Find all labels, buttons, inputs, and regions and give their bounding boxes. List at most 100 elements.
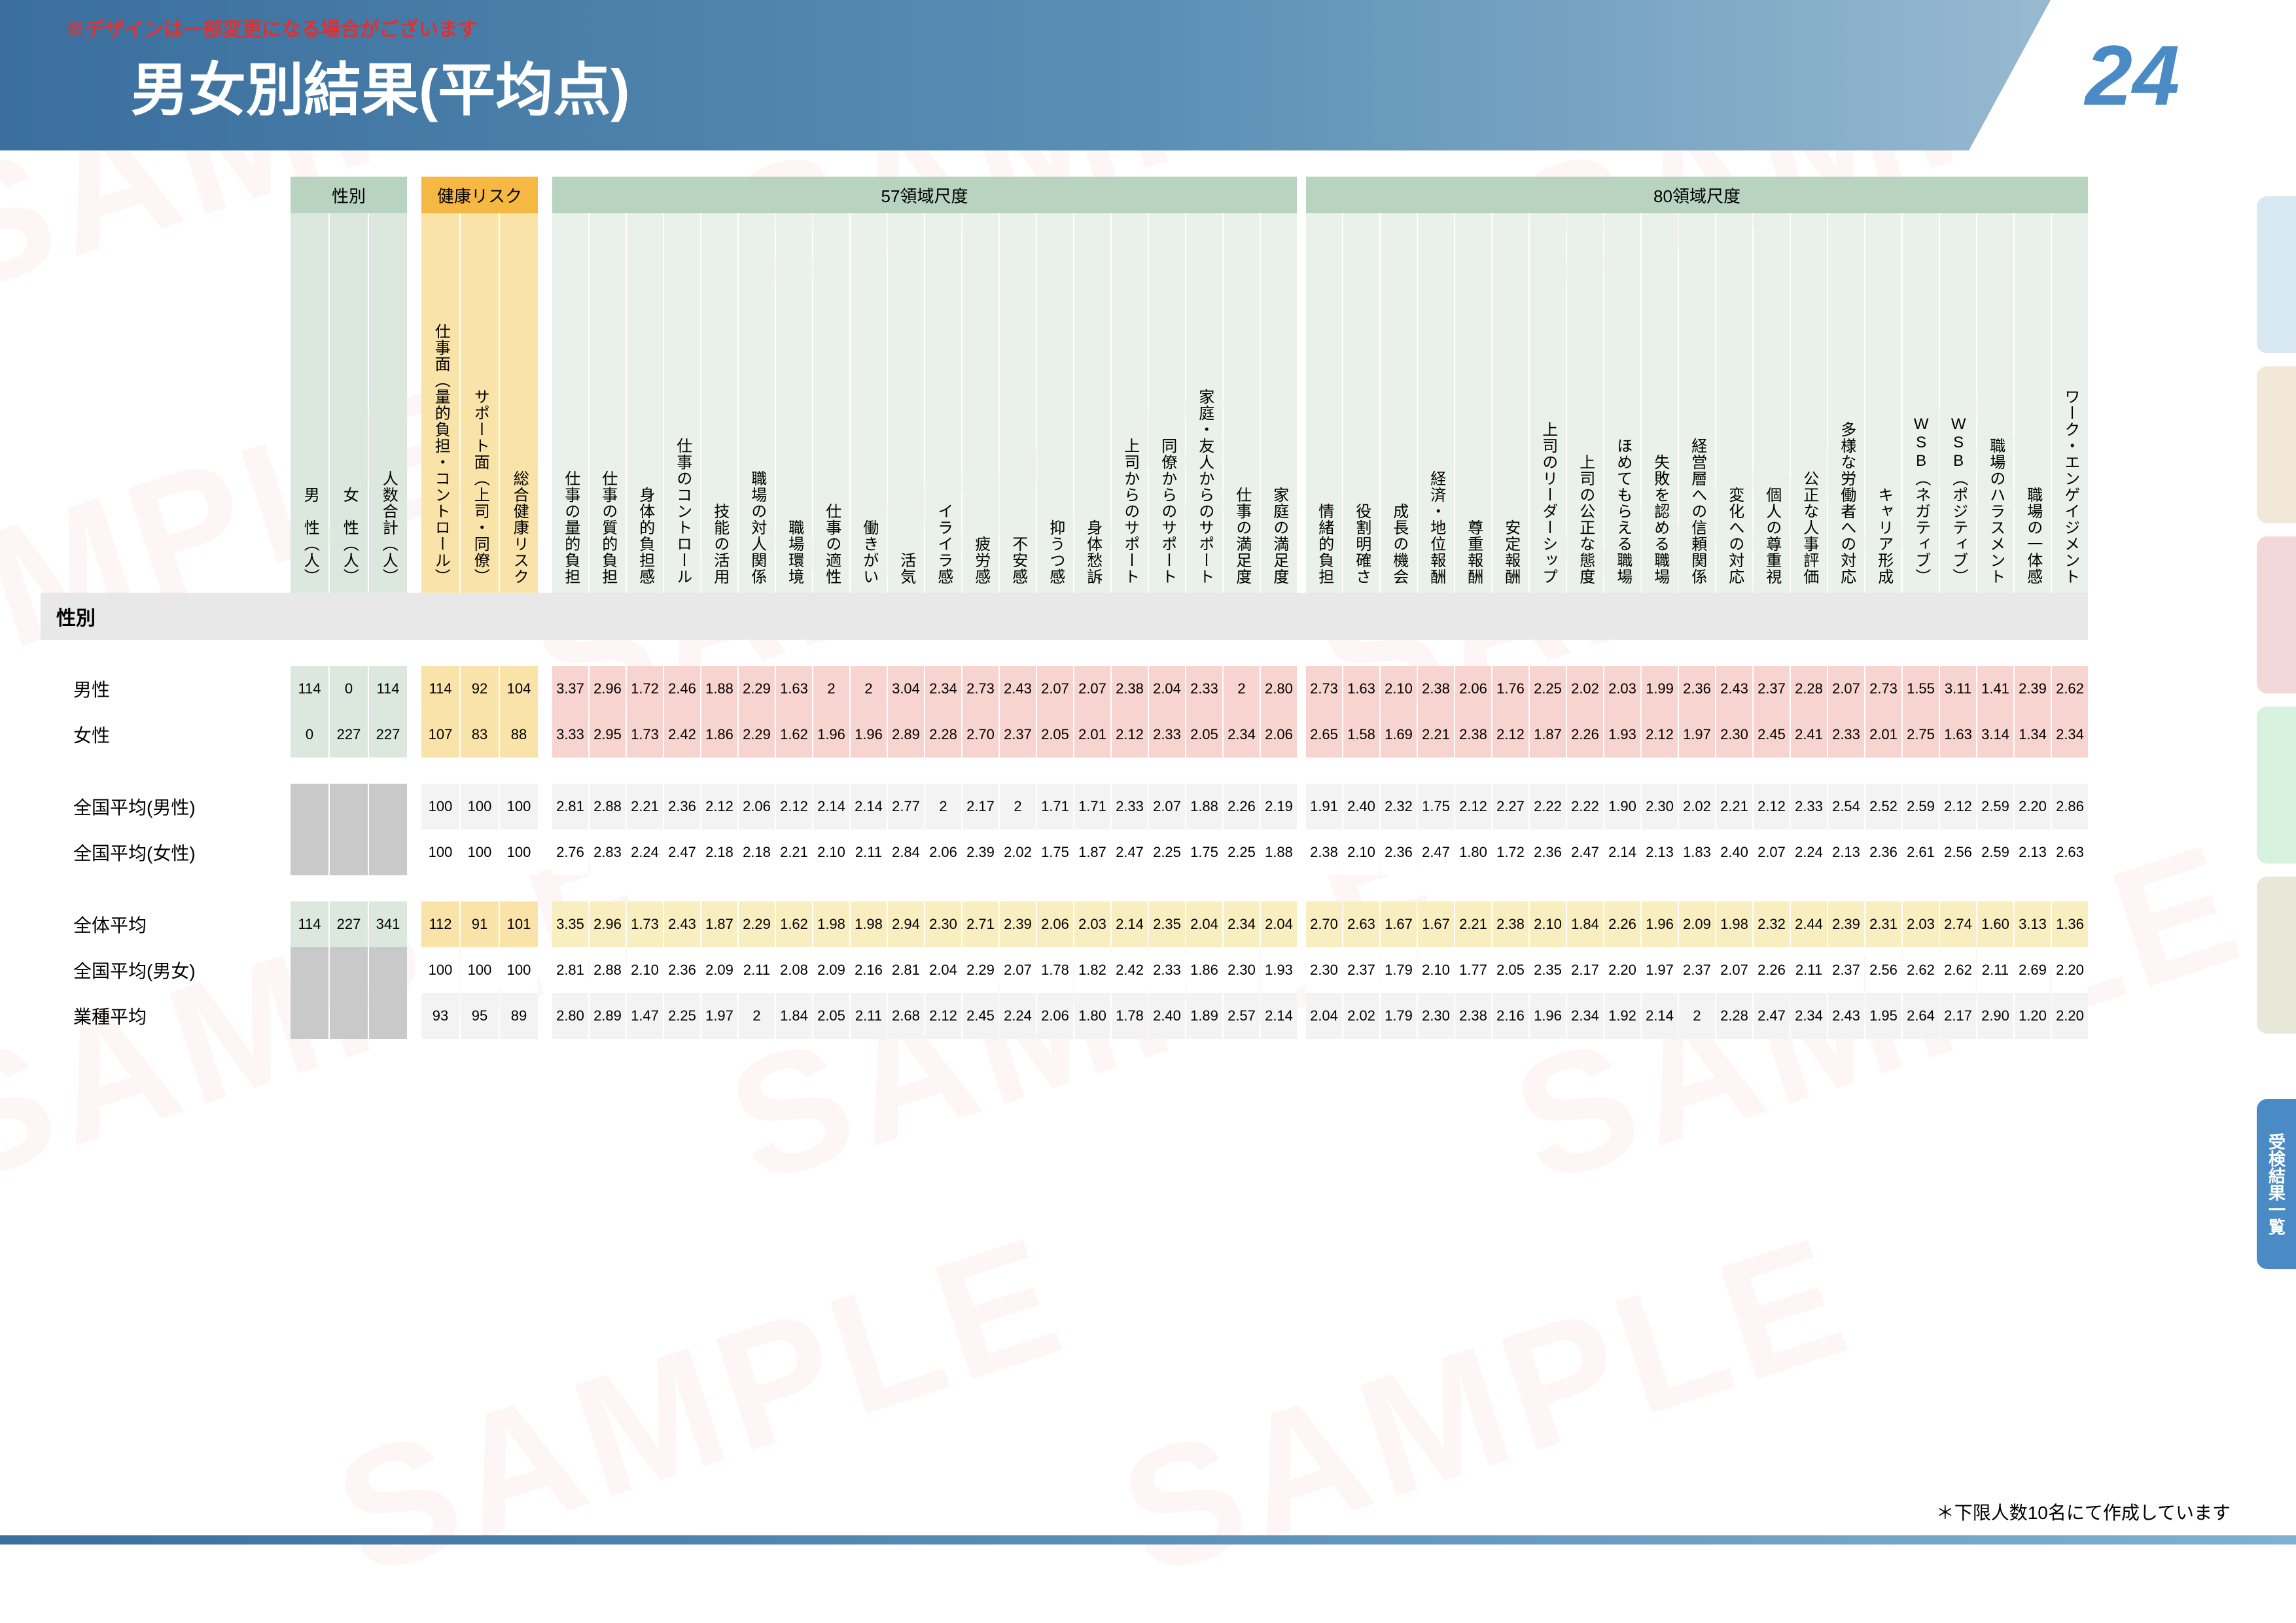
cell: 2.07 — [1037, 666, 1073, 712]
col-header: 総合健康リスク — [500, 213, 538, 593]
cell: 2.02 — [1567, 666, 1603, 712]
cell: 2.06 — [925, 829, 961, 875]
cell: 2.43 — [1828, 993, 1864, 1039]
footer-bar — [0, 1535, 2296, 1544]
col-header: 経営層への信頼関係 — [1679, 213, 1715, 593]
cell: 2.21 — [1455, 901, 1491, 947]
cell: 2.59 — [1903, 784, 1939, 829]
cell: 1.73 — [627, 901, 663, 947]
cell: 2.05 — [1037, 712, 1073, 758]
cell: 341 — [369, 901, 407, 947]
col-header: 仕事の質的負担 — [590, 213, 626, 593]
cell: 2.12 — [1642, 712, 1678, 758]
cell: 2.38 — [1112, 666, 1148, 712]
cell: 1.96 — [1642, 901, 1678, 947]
cell: 100 — [421, 784, 459, 829]
cell: 2.36 — [664, 947, 700, 993]
cell: 2.54 — [1828, 784, 1864, 829]
cell: 2.20 — [2052, 947, 2088, 993]
cell: 2.65 — [1306, 712, 1342, 758]
cell: 3.04 — [888, 666, 924, 712]
cell: 1.55 — [1903, 666, 1939, 712]
cell: 2.10 — [1381, 666, 1417, 712]
cell — [291, 947, 328, 993]
cell: 2.09 — [1679, 901, 1715, 947]
cell: 2.21 — [776, 829, 812, 875]
cell: 2.09 — [701, 947, 737, 993]
cell: 2.68 — [888, 993, 924, 1039]
col-header: 職場の対人関係 — [739, 213, 775, 593]
cell: 2.04 — [925, 947, 961, 993]
cell — [291, 993, 328, 1039]
cell: 2.21 — [1418, 712, 1454, 758]
cell: 2.03 — [1604, 666, 1640, 712]
cell: 2.26 — [1604, 901, 1640, 947]
table-row: 全国平均(女性)1001001002.762.832.242.472.182.1… — [41, 829, 2088, 875]
cell: 2.29 — [963, 947, 998, 993]
cell: 2.70 — [1306, 901, 1342, 947]
cell: 100 — [421, 829, 459, 875]
design-notice: ※デザインは一部変更になる場合がございます — [65, 13, 478, 42]
cell: 100 — [500, 947, 538, 993]
cell: 1.98 — [813, 901, 849, 947]
cell: 1.83 — [1679, 829, 1715, 875]
cell: 2.07 — [1716, 947, 1752, 993]
cell: 2.12 — [1754, 784, 1790, 829]
cell: 2.35 — [1530, 947, 1566, 993]
cell: 1.95 — [1865, 993, 1901, 1039]
cell: 2.32 — [1381, 784, 1417, 829]
cell — [369, 947, 407, 993]
cell: 2.20 — [2015, 784, 2051, 829]
col-header: 多様な労働者への対応 — [1828, 213, 1864, 593]
cell: 2.39 — [1000, 901, 1036, 947]
cell: 2.31 — [1865, 901, 1901, 947]
cell: 2.17 — [963, 784, 998, 829]
cell: 2.42 — [1112, 947, 1148, 993]
row-label: 業種平均 — [41, 993, 289, 1039]
cell: 1.67 — [1381, 901, 1417, 947]
cell: 2.07 — [1074, 666, 1110, 712]
cell: 0 — [291, 712, 328, 758]
cell: 2.02 — [1343, 993, 1379, 1039]
cell: 1.96 — [813, 712, 849, 758]
cell: 1.82 — [1074, 947, 1110, 993]
col-header: 安定報酬 — [1492, 213, 1528, 593]
group-sex: 性別 — [291, 177, 407, 213]
cell: 2.30 — [1642, 784, 1678, 829]
cell: 2.26 — [1567, 712, 1603, 758]
cell: 1.87 — [701, 901, 737, 947]
cell: 1.96 — [851, 712, 887, 758]
cell: 104 — [500, 666, 538, 712]
cell: 2.80 — [552, 993, 588, 1039]
cell: 2.40 — [1149, 993, 1185, 1039]
cell: 1.89 — [1186, 993, 1222, 1039]
cell: 2.01 — [1074, 712, 1110, 758]
cell: 1.86 — [1186, 947, 1222, 993]
cell: 2.14 — [851, 784, 887, 829]
cell — [369, 829, 407, 875]
cell: 2.20 — [2052, 993, 2088, 1039]
col-header: キャリア形成 — [1865, 213, 1901, 593]
cell: 2.47 — [1567, 829, 1603, 875]
cell: 3.37 — [552, 666, 588, 712]
cell: 2.36 — [1679, 666, 1715, 712]
cell: 1.63 — [1940, 712, 1976, 758]
cell: 2.88 — [590, 947, 626, 993]
cell: 1.92 — [1604, 993, 1640, 1039]
cell: 1.75 — [1186, 829, 1222, 875]
col-header: 公正な人事評価 — [1791, 213, 1827, 593]
cell: 2.04 — [1261, 901, 1297, 947]
side-tab-results[interactable]: 受検結果一覧 — [2257, 1099, 2296, 1269]
cell: 2.25 — [1530, 666, 1566, 712]
cell: 114 — [421, 666, 459, 712]
cell: 2.47 — [1418, 829, 1454, 875]
cell: 100 — [500, 829, 538, 875]
cell: 1.72 — [1492, 829, 1528, 875]
cell: 2.69 — [2015, 947, 2051, 993]
cell: 88 — [500, 712, 538, 758]
cell: 2.81 — [888, 947, 924, 993]
cell: 100 — [421, 947, 459, 993]
col-header: 人数合計（人） — [369, 213, 407, 593]
page-title: 男女別結果(平均点) — [131, 44, 630, 127]
cell: 1.69 — [1381, 712, 1417, 758]
